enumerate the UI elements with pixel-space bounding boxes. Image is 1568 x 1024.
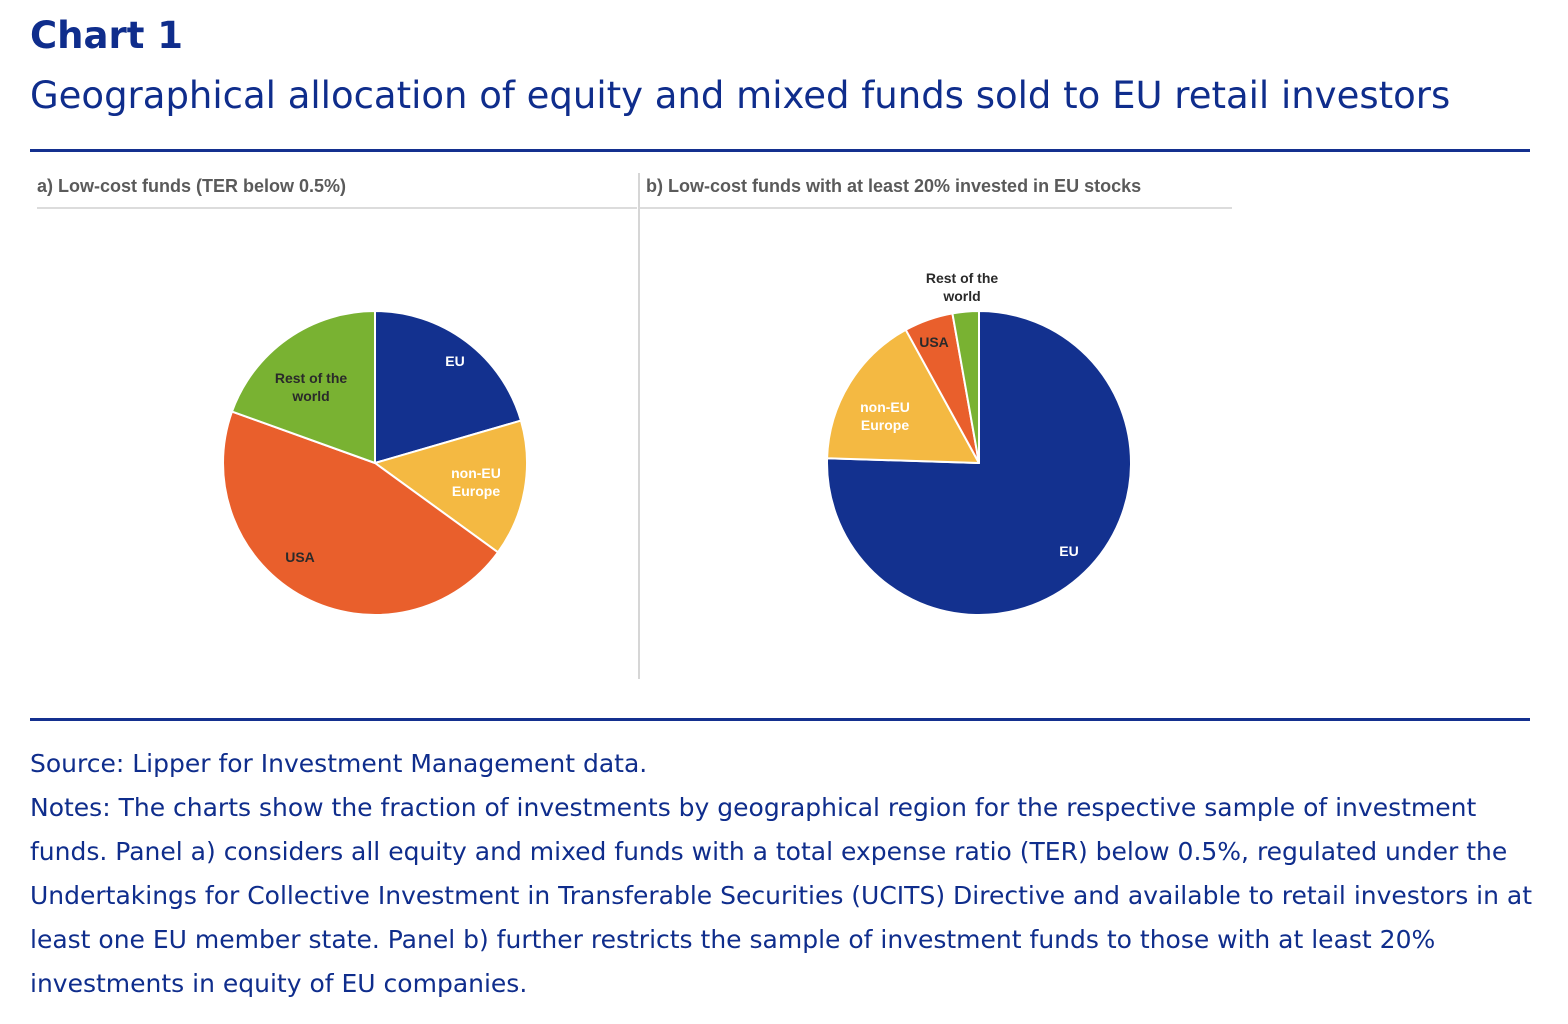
pie-b-label-usa: USA (919, 334, 949, 350)
pie-a-slice-eu (374, 310, 522, 464)
pie-a-label-eu: EU (445, 353, 464, 369)
pie-a-slice-non-eu-europe (374, 419, 528, 554)
notes-text: Notes: The charts show the fraction of i… (30, 793, 1533, 998)
pie-b-label-non-eu-europe: non-EU Europe (860, 399, 910, 433)
top-rule (30, 149, 1530, 152)
pie-a-slice-rest-of-the-world (230, 310, 376, 464)
source-note: Source: Lipper for Investment Management… (30, 749, 648, 778)
pie-a-slice-usa (222, 410, 499, 616)
pie-chart-a: EU non-EU Europe USA Rest of the world (222, 310, 528, 616)
chart-label: Chart 1 (30, 14, 184, 57)
chart-title: Geographical allocation of equity and mi… (30, 74, 1451, 117)
pie-b-label-eu: EU (1059, 543, 1078, 559)
bottom-rule (30, 718, 1530, 721)
chart-footer: Source: Lipper for Investment Management… (30, 742, 1535, 1006)
pie-b-slice-rest-of-the-world (951, 310, 980, 464)
pie-b-slice-non-eu-europe (826, 328, 980, 464)
pie-a-label-rest-of-the-world: Rest of the world (275, 370, 348, 404)
pie-chart-b: EU non-EU Europe USA Rest of the world (826, 270, 1132, 616)
pie-b-label-rest-of-the-world: Rest of the world (926, 270, 999, 304)
panel-b-title: b) Low-cost funds with at least 20% inve… (646, 176, 1142, 196)
panel-a-title: a) Low-cost funds (TER below 0.5%) (37, 176, 347, 196)
panel-b-underline (640, 207, 1232, 209)
panel-a-underline (37, 207, 637, 209)
pie-a-label-non-eu-europe: non-EU Europe (451, 465, 501, 499)
panel-divider (638, 173, 640, 679)
pie-a-label-usa: USA (285, 549, 315, 565)
